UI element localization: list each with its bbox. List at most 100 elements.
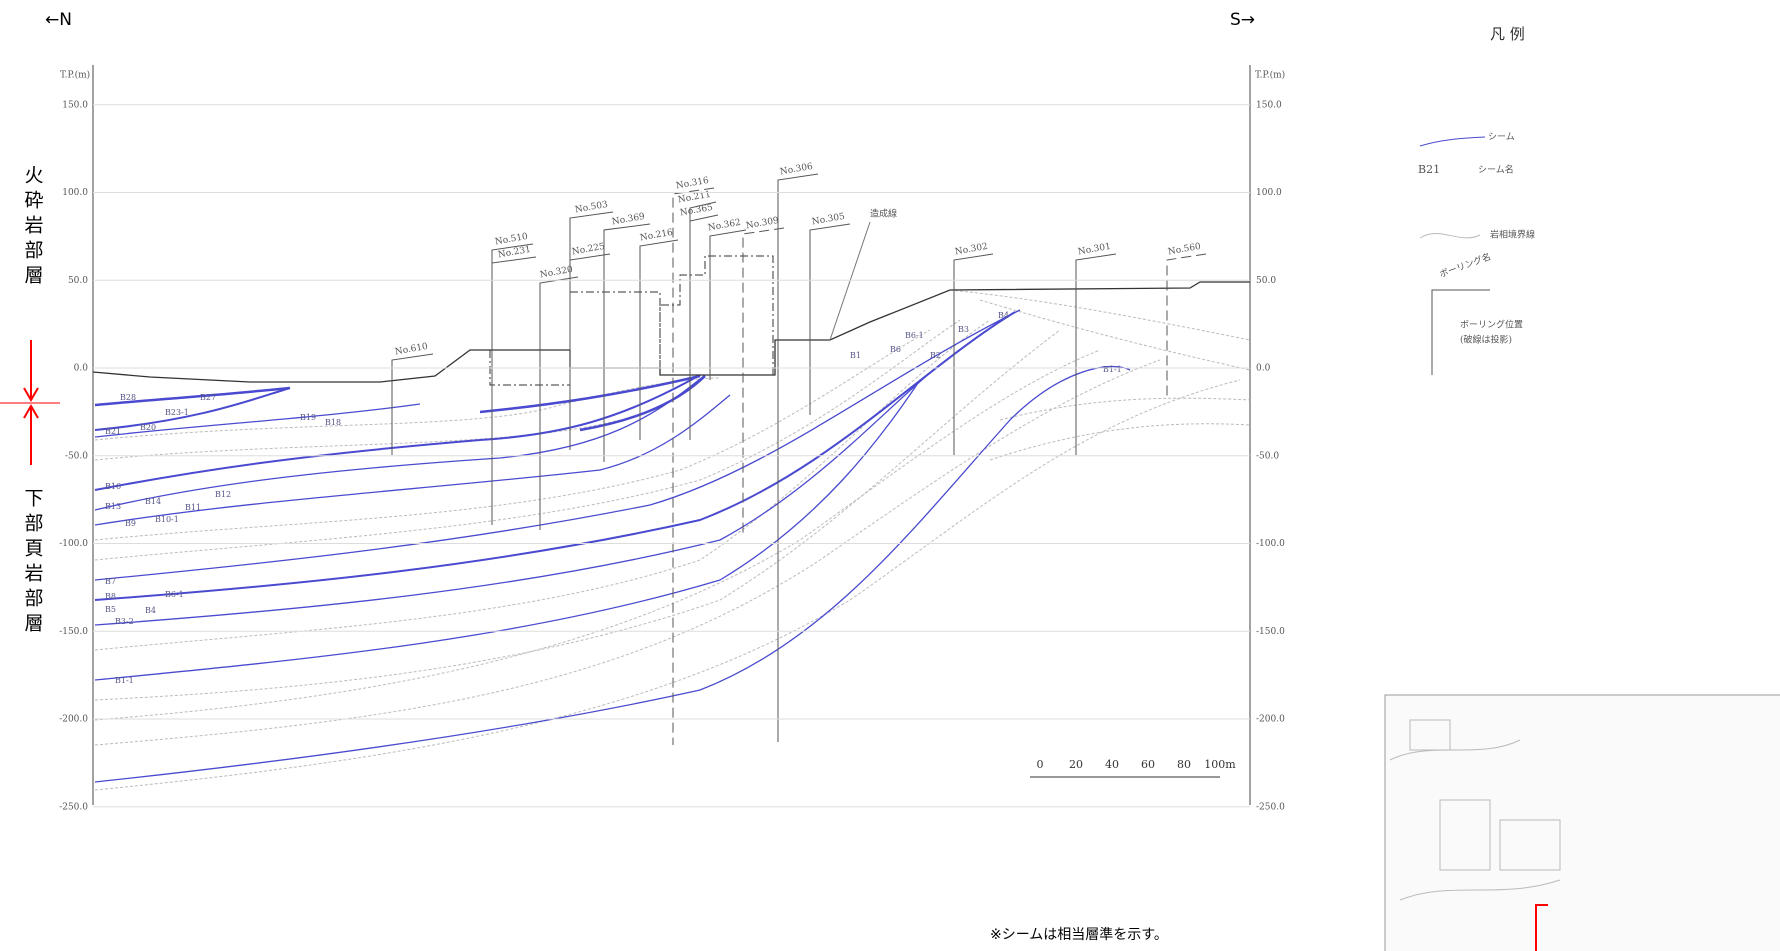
- scale-label: 80: [1177, 758, 1191, 771]
- seam-label: B18: [325, 418, 341, 427]
- y-tick-label: -250.0: [59, 802, 88, 812]
- boring-line: [603, 223, 651, 462]
- legend-item: B21: [1418, 163, 1440, 176]
- boring-label: No.362: [707, 218, 741, 234]
- zone-upper: 火砕岩部層: [22, 165, 44, 290]
- y-tick-label: -150.0: [1256, 627, 1285, 637]
- scale-label: 0: [1037, 758, 1044, 771]
- boring-line: [809, 223, 851, 415]
- seam-label: B1: [850, 351, 861, 360]
- seam-label: B14: [145, 497, 161, 506]
- seam-label: B13: [105, 502, 121, 511]
- note: ※シームは相当層準を示す。: [990, 927, 1168, 943]
- y-tick-label: 0.0: [74, 364, 89, 374]
- y-tick-label: 0.0: [1256, 364, 1271, 374]
- scale-labels: 0 20 40 60 80 100m: [1037, 758, 1237, 771]
- boring-line: [539, 276, 579, 530]
- structures: [489, 255, 774, 386]
- boring-line: [391, 353, 434, 455]
- boring-line: [689, 214, 719, 440]
- boring-line: [639, 239, 679, 440]
- y-tick-label: 150.0: [62, 100, 88, 110]
- y-tick-label: -50.0: [1256, 451, 1279, 461]
- legend-seam: [1419, 136, 1486, 147]
- scale-label: 100m: [1204, 758, 1236, 771]
- y-tick-label: 150.0: [1256, 100, 1282, 110]
- seam-label: B19: [300, 413, 316, 422]
- seam-label: B16: [105, 482, 121, 491]
- seam-label: B6: [890, 345, 901, 354]
- boring-line: [953, 253, 994, 455]
- unit-left: T.P.(m): [60, 70, 90, 81]
- seam-label: B12: [215, 490, 231, 499]
- y-tick-label: 100.0: [1256, 188, 1282, 198]
- unit-right: T.P.(m): [1255, 70, 1285, 81]
- legend-item: ボーリング名: [1438, 250, 1493, 280]
- ground-line: [92, 281, 1250, 383]
- seam-label: B3: [958, 325, 969, 334]
- inset-map: [1384, 694, 1780, 951]
- scale-label: 60: [1141, 758, 1155, 771]
- seam-label: B23-1: [165, 408, 189, 417]
- fill-line-leader: [829, 221, 871, 341]
- lithology-lines: [94, 289, 1251, 791]
- seam-label: B27: [200, 393, 216, 402]
- boring-line: [491, 256, 537, 525]
- legend-item: ボーリング位置: [1460, 319, 1523, 331]
- boring-line: [709, 229, 747, 380]
- y-tick-label: -100.0: [59, 539, 88, 549]
- boring-line: [689, 201, 717, 440]
- legend-boring: [1431, 289, 1490, 375]
- zone-lower: 下部頁岩部層: [22, 488, 44, 638]
- legend-item: 岩相境界線: [1490, 229, 1535, 241]
- south: S→: [1230, 10, 1255, 30]
- seam-label: B11: [185, 503, 201, 512]
- y-tick-label: -200.0: [1256, 715, 1285, 725]
- y-tick-label: -150.0: [59, 627, 88, 637]
- boring-line: [569, 253, 611, 450]
- seam-label: B6-1: [905, 331, 924, 340]
- scale-label: 40: [1105, 758, 1119, 771]
- seam-label: B2: [930, 351, 941, 360]
- boring-line: [1075, 253, 1117, 455]
- seam-label: B5: [105, 605, 116, 614]
- seam-label: B6-1: [165, 590, 184, 599]
- y-tick-label: 50.0: [68, 276, 88, 286]
- y-tick-label: -50.0: [65, 451, 88, 461]
- y-tick-label: 50.0: [1256, 276, 1276, 286]
- legend-item: シーム: [1488, 132, 1515, 143]
- legend-item: シーム名: [1478, 164, 1514, 176]
- seam-label: B1-1: [115, 676, 134, 685]
- scale-label: 20: [1069, 758, 1083, 771]
- zone-arrows: [0, 340, 60, 465]
- boring-line: [742, 227, 785, 535]
- legend-item: (破線は投影): [1460, 334, 1512, 346]
- north: ←N: [45, 10, 72, 30]
- y-tick-label: 100.0: [62, 188, 88, 198]
- boring-label: No.365: [679, 203, 714, 219]
- seam-label: B4: [998, 311, 1009, 320]
- boring-line: [1166, 253, 1207, 400]
- seam-label: B3-2: [115, 617, 134, 626]
- y-tick-label: -100.0: [1256, 539, 1285, 549]
- seam-labels: B28 B27 B23-1 B21 B20 B19 B18 B16 B14 B13 B12 B11 B1…: [105, 311, 1122, 685]
- seam-label: B10-1: [155, 515, 179, 524]
- legend-litho: [1419, 233, 1481, 239]
- ticks: 150.0 150.0 100.0 100.0 50.0 50.0 0.0 0.0 -50.0 -…: [59, 100, 1285, 812]
- seam-label: B21: [105, 427, 121, 436]
- fill-line-label: 造成線: [870, 208, 897, 220]
- seam-label: B20: [140, 423, 156, 432]
- boring-line: [777, 173, 819, 742]
- seam-label: B4: [145, 606, 156, 615]
- seam-label: B1-1: [1103, 365, 1122, 374]
- seam-label: B28: [120, 393, 136, 402]
- y-tick-label: -200.0: [59, 715, 88, 725]
- seam-label: B9: [125, 519, 136, 528]
- seam-label: B8: [105, 592, 116, 601]
- boring-line: [672, 187, 715, 745]
- y-tick-label: -250.0: [1256, 802, 1285, 812]
- legend-title: 凡 例: [1490, 25, 1525, 43]
- seam-label: B7: [105, 577, 116, 586]
- borings: No.610No.510No.231No.503No.369No.225No.3…: [391, 162, 1207, 745]
